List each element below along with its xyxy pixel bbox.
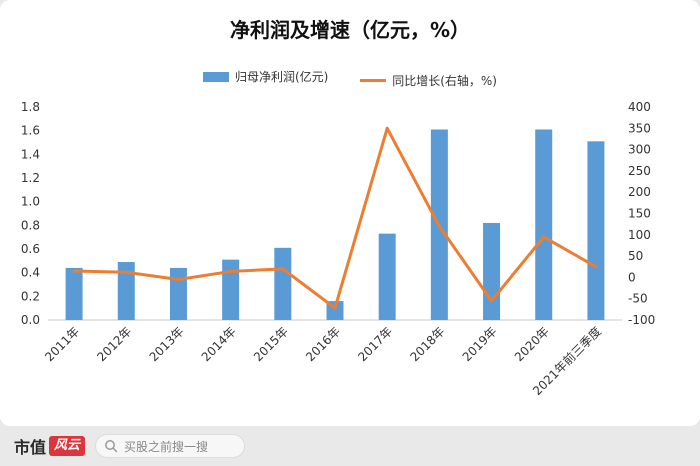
growth-point [542,235,546,239]
brand-text: 市值 [14,438,47,457]
y-left-tick-label: 1.4 [21,147,40,161]
y-left-tick-label: 0.4 [21,266,40,280]
y-right-tick-label: 250 [628,164,651,178]
bar [378,233,396,320]
x-tick-label: 2014年 [199,324,239,364]
growth-point [124,270,128,274]
y-right-tick-label: -100 [628,313,655,327]
bar [274,247,292,320]
growth-point [333,306,337,310]
growth-point [437,224,441,228]
y-right-tick-label: 350 [628,121,651,135]
growth-point [490,299,494,303]
x-tick-label: 2012年 [94,324,134,364]
brand-logo-badge: 风云 [49,436,86,456]
y-left-tick-label: 1.2 [21,171,40,185]
search-placeholder: 买股之前搜一搜 [124,439,209,454]
legend-item-line: 同比增长(右轴，%) [360,72,497,89]
y-right-tick-label: 400 [628,100,651,114]
search-box[interactable]: 买股之前搜一搜 [95,434,246,458]
x-tick-label: 2016年 [303,324,343,364]
y-left-tick-label: 0.6 [21,242,40,256]
legend-item-bar: 归母净利润(亿元) [203,68,328,85]
growth-point [229,269,233,273]
x-tick-label: 2020年 [512,324,552,364]
y-right-tick-label: 0 [628,270,636,284]
bar [222,259,240,320]
legend-swatch-line [360,78,387,82]
y-right-tick-label: -50 [628,292,648,306]
y-left-tick-label: 0.8 [21,218,40,232]
chart-legend: 归母净利润(亿元) 同比增长(右轴，%) [0,68,700,89]
x-tick-label: 2017年 [355,324,395,364]
x-tick-label: 2018年 [408,324,448,364]
chart-card: 净利润及增速（亿元，%） 归母净利润(亿元) 同比增长(右轴，%) [0,0,700,426]
brand-logo: 市值 风云 [14,434,86,458]
y-left-tick-label: 1.6 [21,124,40,138]
y-left-tick-label: 1.0 [21,195,40,209]
y-left-tick-label: 0.2 [21,289,40,303]
bar [169,267,187,320]
growth-point [176,278,180,282]
bar [587,141,605,320]
y-left-tick-label: 1.8 [21,100,40,114]
legend-label-line: 同比增长(右轴，%) [392,73,497,88]
bar [117,262,135,320]
x-tick-label: 2019年 [460,324,500,364]
x-tick-label: 2011年 [42,324,82,364]
y-right-tick-label: 200 [628,185,651,199]
x-tick-label: 2015年 [251,324,291,364]
bar [483,222,501,320]
y-right-tick-label: 100 [628,228,651,242]
x-tick-label: 2013年 [147,324,187,364]
y-right-tick-label: 50 [628,249,643,263]
y-left-tick-label: 0.0 [21,313,40,327]
growth-point [594,265,598,269]
y-right-tick-label: 300 [628,143,651,157]
legend-swatch-bar [203,71,229,82]
legend-label-bar: 归母净利润(亿元) [235,70,329,84]
bar [65,267,83,320]
search-icon [105,440,118,453]
chart-plot: 0.0 0.2 0.4 0.6 0.8 1.0 1.2 1.4 1.6 1.8 -100 -50 0 50… [21,100,655,398]
y-right-tick-label: 150 [628,207,651,221]
bar [535,129,553,320]
growth-point [385,126,389,130]
chart-title: 净利润及增速（亿元，%） [229,18,471,42]
growth-line [74,126,597,310]
footer-bar: 市值 风云 买股之前搜一搜 [0,426,700,466]
growth-point [72,269,76,273]
growth-point [281,267,285,271]
